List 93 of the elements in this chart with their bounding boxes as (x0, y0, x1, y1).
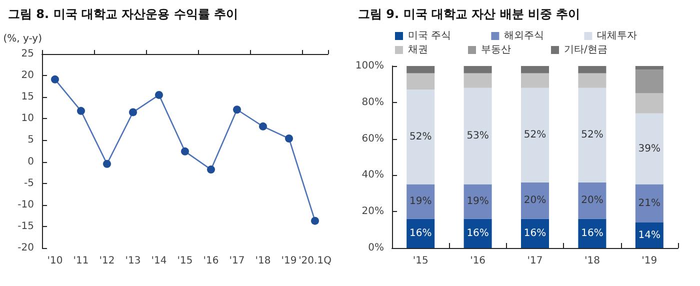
bar (406, 90, 435, 184)
bar (635, 70, 664, 94)
legend-label: 대체투자 (597, 30, 638, 42)
bar (635, 222, 664, 248)
x-tick-label: '15 (177, 256, 193, 266)
point (285, 134, 293, 142)
bar (578, 66, 606, 74)
y-tick-label: 5 (28, 134, 34, 146)
point (103, 160, 111, 168)
bar (464, 88, 492, 184)
data-label: 16% (409, 228, 432, 239)
x-tick-label: '17 (527, 256, 543, 266)
y-tick-label: 0 (28, 156, 34, 168)
point (207, 166, 215, 174)
legend-label: 부동산 (481, 44, 511, 56)
bar (464, 73, 492, 88)
y-tick-label: 10 (21, 113, 34, 124)
data-label: 52% (581, 130, 604, 141)
data-label: 16% (524, 228, 546, 239)
bar (578, 182, 606, 219)
y-axis-title: (%, y-y) (3, 34, 42, 44)
bar (635, 113, 664, 184)
x-tick-label: '16 (470, 256, 486, 266)
y-tick-label: 25 (21, 48, 34, 60)
x-tick-label: '10 (47, 256, 63, 266)
point (155, 90, 163, 99)
x-tick-label: '12 (99, 256, 115, 266)
chart-title: 그림 9. 미국 대학교 자산 배분 비중 추이 (358, 6, 580, 23)
legend-label: 미국 주식 (408, 30, 452, 42)
point (129, 108, 137, 116)
data-label: 19% (466, 196, 489, 208)
bar (521, 66, 549, 74)
data-label: 39% (638, 143, 661, 154)
point (51, 75, 59, 84)
data-label: 16% (581, 228, 604, 239)
x-tick-label: '16 (203, 256, 219, 266)
bar (521, 88, 549, 182)
y-tick-label: -5 (24, 178, 34, 189)
x-tick-label: '20.1Q (298, 256, 332, 266)
bar (406, 218, 435, 248)
x-tick-label: '18 (255, 256, 271, 266)
bar (464, 66, 492, 74)
data-label: 19% (409, 196, 432, 208)
bar (521, 73, 549, 88)
point (259, 122, 267, 130)
bar (464, 184, 492, 219)
y-tick-label: 40% (362, 170, 384, 181)
data-label: 20% (581, 195, 604, 206)
y-tick-label: 100% (355, 60, 384, 72)
y-tick-label: 15 (21, 92, 34, 103)
data-label: 53% (466, 130, 489, 142)
bar (464, 218, 492, 248)
bar (521, 218, 549, 248)
data-label: 16% (466, 228, 489, 239)
x-tick-label: '13 (125, 256, 141, 266)
data-label: 14% (638, 230, 661, 241)
y-tick-label: 20 (21, 70, 34, 82)
data-label: 52% (409, 131, 432, 142)
legend-label: 기타/현금 (564, 44, 608, 56)
point (233, 106, 241, 114)
y-tick-label: 0% (368, 242, 384, 254)
x-tick-label: '19 (281, 256, 297, 266)
bar (635, 184, 664, 223)
bar (635, 93, 664, 114)
data-label: 21% (638, 198, 661, 209)
bar (635, 66, 664, 70)
x-tick-label: '17 (229, 256, 245, 266)
x-tick-label: '18 (584, 256, 600, 266)
bar (406, 73, 435, 90)
x-tick-label: '15 (412, 256, 428, 266)
y-tick-label: -15 (18, 220, 34, 232)
legend-label: 해외주식 (504, 30, 544, 42)
y-tick-label: 60% (362, 133, 384, 144)
data-label: 20% (524, 195, 546, 206)
chart-title: 그림 8. 미국 대학교 자산운용 수익률 추이 (8, 6, 238, 23)
bar (578, 73, 606, 88)
x-tick-label: '14 (151, 256, 167, 266)
point (181, 147, 189, 156)
bar (521, 182, 549, 219)
y-tick-label: -10 (18, 199, 34, 210)
bar (406, 184, 435, 219)
point (311, 216, 319, 225)
y-tick-label: 80% (362, 96, 384, 108)
legend-label: 채권 (408, 44, 428, 56)
data-label: 52% (524, 130, 546, 141)
y-tick-label: -20 (18, 242, 34, 254)
bar (578, 218, 606, 248)
point (77, 106, 85, 115)
x-tick-label: '19 (642, 256, 658, 266)
bar (578, 88, 606, 182)
x-tick-label: '11 (73, 256, 89, 266)
y-tick-label: 20% (362, 206, 384, 218)
bar (406, 66, 435, 74)
